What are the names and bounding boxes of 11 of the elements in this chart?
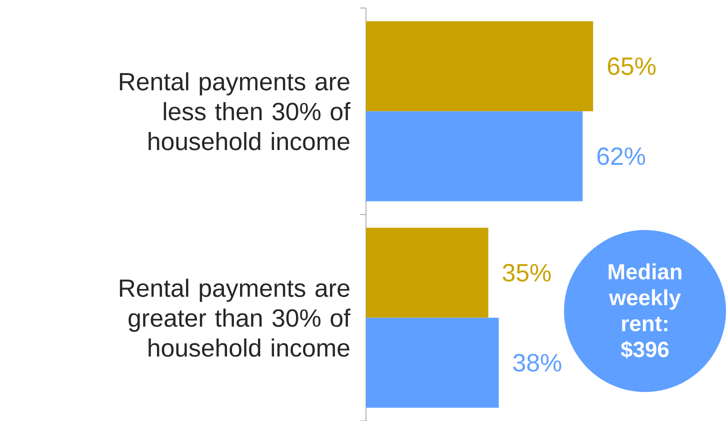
bar [366,228,488,318]
bar [366,21,594,112]
data-label: 65% [608,57,656,76]
data-label: 35% [502,264,551,282]
y-tick-label: Rental payments are greater than 30% of household income [120,278,350,357]
data-label: 38% [513,354,562,372]
bar [366,111,583,202]
y-tick-label: Rental payments are less then 30% of household income [120,72,350,150]
text: Median weekly rent: $396 [608,263,682,359]
data-label: 62% [597,147,646,166]
bar [366,318,499,408]
